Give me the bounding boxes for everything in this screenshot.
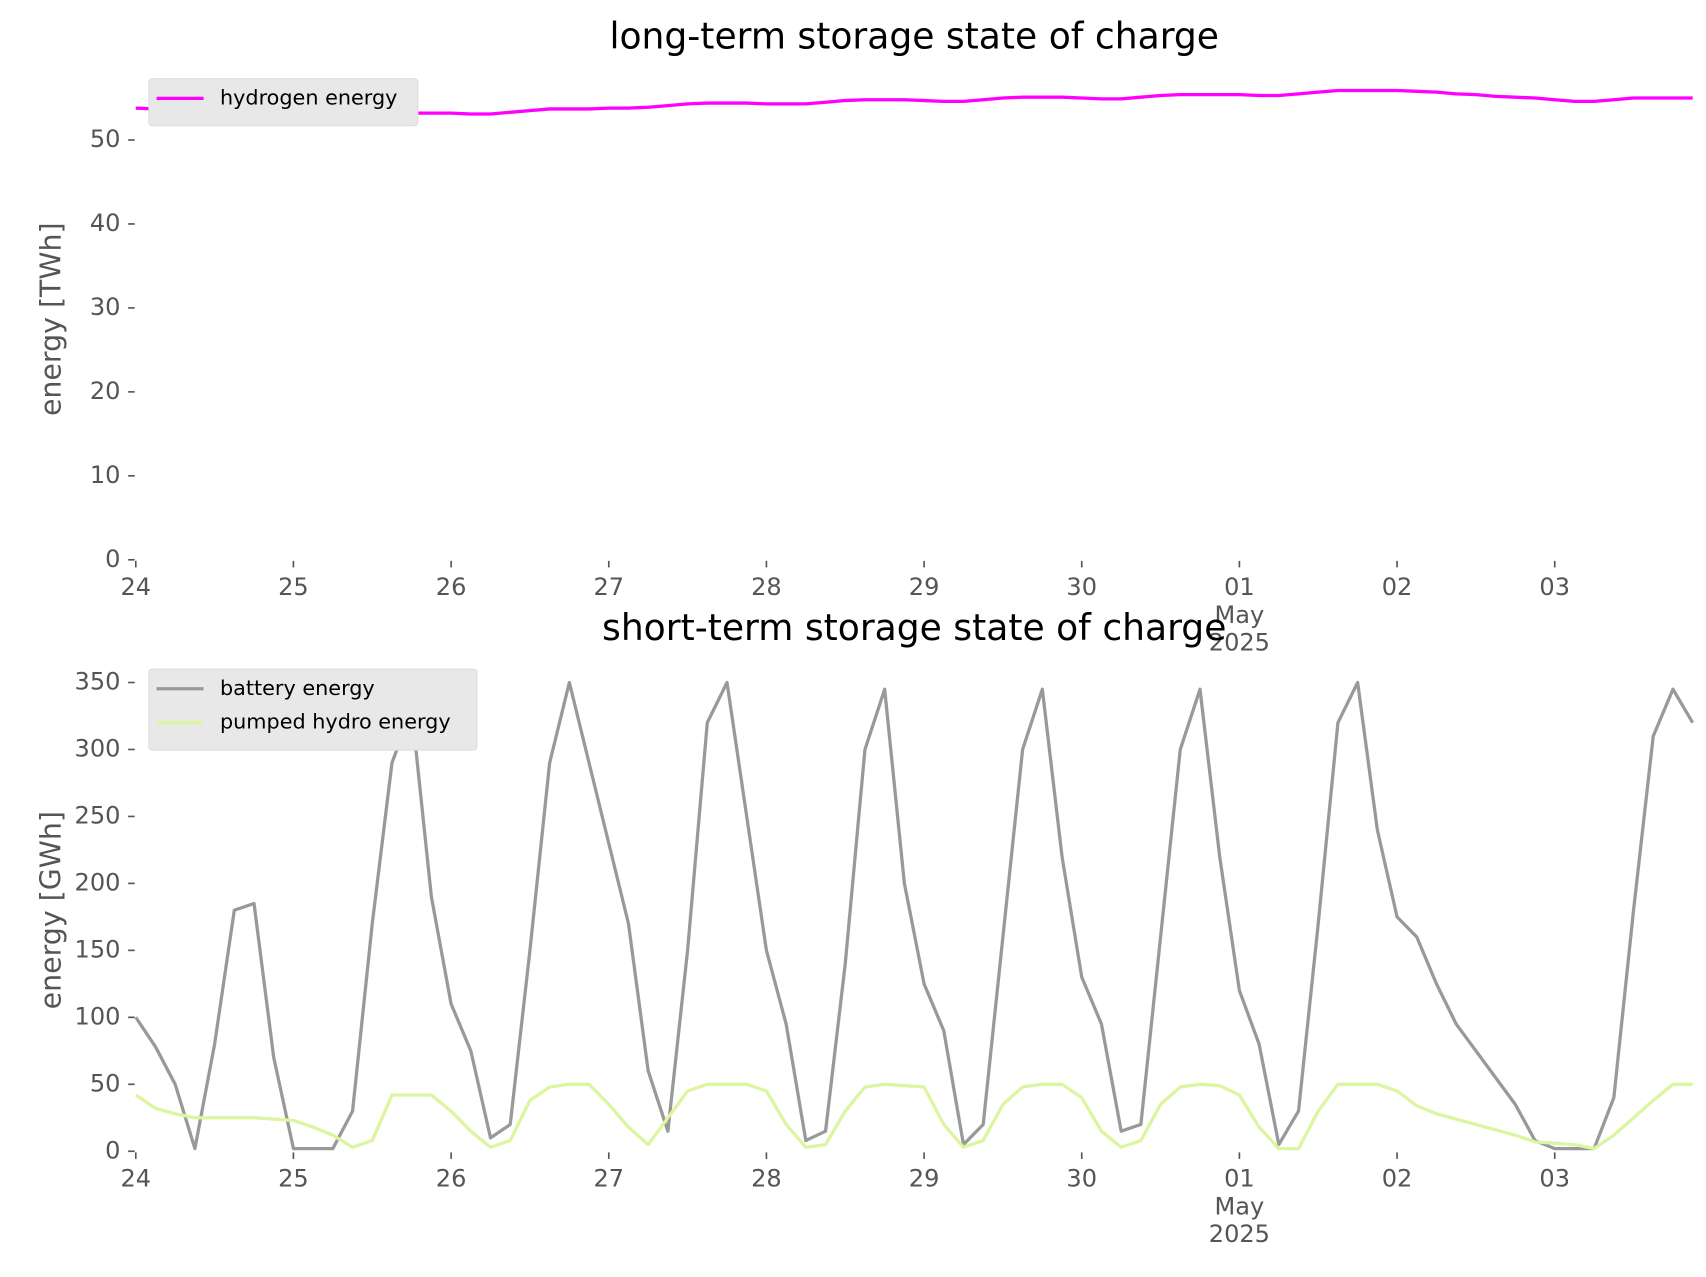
- x-tick-label: 28: [751, 573, 782, 601]
- y-tick-label: 0: [105, 1136, 120, 1164]
- x-tick-label: 30: [1066, 573, 1097, 601]
- x-tick-label: 26: [436, 573, 467, 601]
- y-tick-label: 100: [75, 1002, 121, 1030]
- y-tick-label: 40: [90, 209, 121, 237]
- y-axis-label: energy [TWh]: [35, 222, 68, 416]
- y-tick-label: 150: [75, 935, 121, 963]
- x-tick-label: 29: [909, 1165, 940, 1193]
- legend: [148, 78, 419, 127]
- series-line: [134, 1082, 1693, 1151]
- y-tick-label: 300: [75, 734, 121, 762]
- legend-label: battery energy: [220, 676, 375, 700]
- legend-label: hydrogen energy: [220, 85, 397, 109]
- chart-title: long-term storage state of charge: [609, 15, 1219, 57]
- x-tick-label: 24: [120, 573, 151, 601]
- x-tick-label: 03: [1539, 573, 1570, 601]
- y-tick-label: 20: [90, 377, 121, 405]
- x-tick-label: 26: [436, 1165, 467, 1193]
- x-tick-label: 29: [909, 573, 940, 601]
- x-tick-label: 25: [278, 573, 309, 601]
- x-tick-label: 03: [1539, 1165, 1570, 1193]
- y-tick-label: 50: [90, 1069, 121, 1097]
- x-tick-label: 27: [593, 1165, 624, 1193]
- y-tick-label: 30: [90, 293, 121, 321]
- legend-label: pumped hydro energy: [220, 710, 451, 734]
- x-tick-label: 27: [593, 573, 624, 601]
- y-tick-label: 0: [105, 545, 120, 573]
- y-tick-label: 350: [75, 668, 121, 696]
- y-tick-label: 50: [90, 125, 121, 153]
- y-axis-label: energy [GWh]: [35, 811, 68, 1009]
- y-tick-label: 10: [90, 461, 121, 489]
- series-line: [134, 680, 1695, 1151]
- x-tick-label: 02: [1382, 573, 1413, 601]
- x-tick-label: 02: [1382, 1165, 1413, 1193]
- y-tick-label: 250: [75, 801, 121, 829]
- x-tick-label: 01 May 2025: [1209, 573, 1270, 656]
- y-tick-label: 200: [75, 868, 121, 896]
- legend: [148, 668, 478, 751]
- x-tick-label: 24: [120, 1165, 151, 1193]
- x-tick-label: 01 May 2025: [1209, 1165, 1270, 1248]
- x-tick-label: 25: [278, 1165, 309, 1193]
- chart-title: short-term storage state of charge: [602, 607, 1226, 649]
- x-tick-label: 28: [751, 1165, 782, 1193]
- x-tick-label: 30: [1066, 1165, 1097, 1193]
